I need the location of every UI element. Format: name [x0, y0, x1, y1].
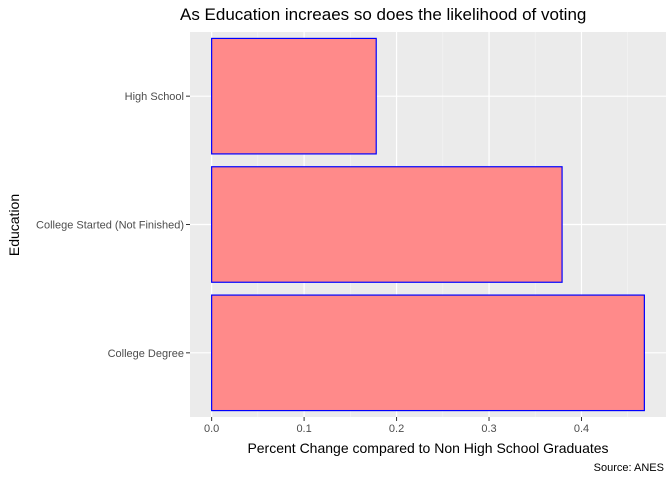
- x-tick-label: 0.1: [296, 423, 311, 435]
- y-axis-ticks: College Degree College Started (Not Finis…: [36, 91, 190, 360]
- x-tick-label: 0.0: [204, 423, 219, 435]
- chart-caption: Source: ANES: [594, 462, 664, 474]
- chart-title: As Education increaes so does the likeli…: [180, 5, 586, 24]
- bar-college-degree: [211, 294, 645, 412]
- x-axis-ticks: 0.0 0.1 0.2 0.3 0.4: [204, 417, 589, 435]
- y-axis-title: Education: [6, 194, 22, 256]
- x-tick-label: 0.4: [574, 423, 589, 435]
- x-tick-label: 0.2: [389, 423, 404, 435]
- y-tick-label: College Degree: [108, 348, 184, 360]
- bars: [211, 37, 645, 412]
- y-tick-label: College Started (Not Finished): [36, 220, 184, 232]
- bar-college-started-not-finished: [211, 166, 563, 283]
- bar-high-school: [211, 37, 377, 155]
- x-tick-label: 0.3: [481, 423, 496, 435]
- x-axis-title: Percent Change compared to Non High Scho…: [247, 440, 608, 456]
- y-tick-label: High School: [125, 91, 184, 103]
